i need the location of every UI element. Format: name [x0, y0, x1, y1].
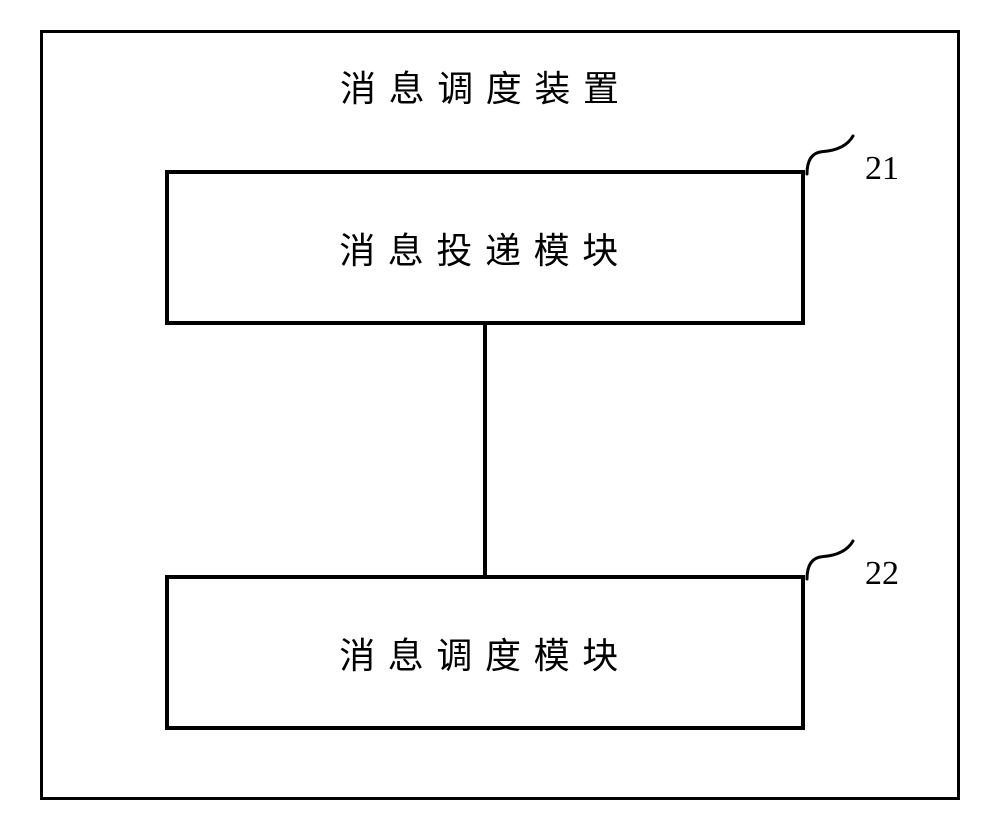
scheduling-module-label: 消息调度模块 [339, 627, 631, 679]
reference-number-21: 21 [865, 150, 899, 188]
connector-line [483, 325, 487, 575]
delivery-module-box: 消息投递模块 [165, 170, 805, 325]
callout-curve-21 [805, 134, 855, 176]
diagram-title: 消息调度装置 [340, 60, 632, 112]
reference-number-22: 22 [865, 555, 899, 593]
callout-curve-22 [805, 539, 855, 581]
scheduling-module-box: 消息调度模块 [165, 575, 805, 730]
delivery-module-label: 消息投递模块 [339, 222, 631, 274]
